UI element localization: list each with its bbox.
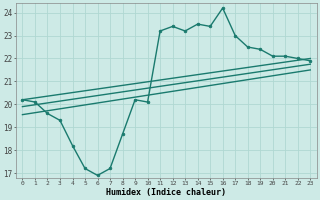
X-axis label: Humidex (Indice chaleur): Humidex (Indice chaleur) (106, 188, 226, 197)
